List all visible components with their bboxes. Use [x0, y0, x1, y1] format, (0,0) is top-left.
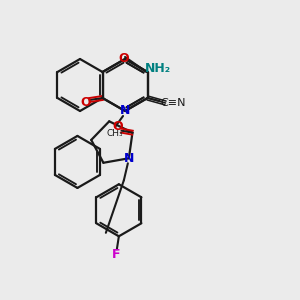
Text: N: N [120, 103, 131, 116]
Text: C≡N: C≡N [161, 98, 186, 108]
Text: CH₃: CH₃ [107, 128, 123, 137]
Text: O: O [80, 97, 91, 110]
Text: O: O [119, 52, 129, 64]
Text: N: N [124, 152, 134, 165]
Text: NH₂: NH₂ [145, 62, 171, 76]
Text: F: F [112, 248, 120, 261]
Text: O: O [112, 120, 123, 133]
